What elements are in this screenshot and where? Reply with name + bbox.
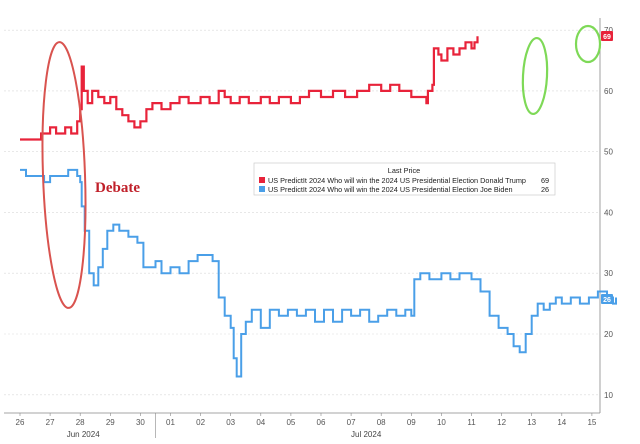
month-labels: Jun 2024 Jul 2024 [67, 430, 382, 439]
badge-biden-value: 26 [603, 297, 611, 304]
x-tick-label-09: 09 [407, 418, 416, 427]
month-label-jun: Jun 2024 [67, 430, 100, 439]
legend-value-trump: 69 [541, 176, 549, 185]
last-value-badges: 69 26 [601, 31, 613, 304]
x-tick-label-01: 01 [166, 418, 175, 427]
grid-lines [4, 29, 600, 396]
x-tick-label-04: 04 [256, 418, 265, 427]
badge-biden [601, 294, 613, 304]
series-biden-line [20, 168, 617, 378]
x-tick-label-26: 26 [16, 418, 25, 427]
y-tick-label-30: 30 [604, 269, 613, 278]
legend: Last Price US PredictIt 2024 Who will wi… [253, 162, 556, 196]
badge-trump-value: 69 [603, 34, 611, 41]
legend-swatch-biden [259, 186, 265, 192]
legend-title: Last Price [388, 166, 420, 175]
x-tick-label-29: 29 [106, 418, 115, 427]
x-tick-label-15: 15 [587, 418, 596, 427]
x-tick-label-03: 03 [226, 418, 235, 427]
highlight-ellipse-end [574, 24, 602, 64]
x-tick-label-30: 30 [136, 418, 145, 427]
x-tick-label-08: 08 [377, 418, 386, 427]
debate-annotation: Debate [41, 41, 140, 309]
x-tick-labels: 26 27 28 29 30 01 02 03 04 05 06 07 08 09 10 11 12 13 14 15 [16, 413, 597, 438]
axes [4, 18, 601, 414]
debate-ellipse [41, 41, 87, 309]
x-tick-label-14: 14 [557, 418, 566, 427]
y-tick-label-10: 10 [604, 391, 613, 400]
y-tick-label-60: 60 [604, 87, 613, 96]
x-tick-label-12: 12 [497, 418, 506, 427]
x-tick-label-02: 02 [196, 418, 205, 427]
series [20, 36, 617, 378]
y-tick-label-70: 70 [604, 26, 613, 35]
legend-entry-trump: US PredictIt 2024 Who will win the 2024 … [268, 176, 526, 185]
legend-box [253, 162, 556, 196]
y-tick-label-50: 50 [604, 148, 613, 157]
x-tick-label-07: 07 [347, 418, 356, 427]
legend-value-biden: 26 [541, 185, 549, 194]
legend-swatch-trump [259, 177, 265, 183]
y-tick-labels: 10 20 30 40 50 60 70 [604, 26, 613, 400]
series-trump-line [20, 36, 479, 141]
month-label-jul: Jul 2024 [351, 430, 382, 439]
badge-trump [601, 31, 613, 41]
x-tick-label-06: 06 [317, 418, 326, 427]
highlight-ellipse-jump [521, 36, 549, 116]
x-tick-label-10: 10 [437, 418, 446, 427]
debate-label: Debate [95, 180, 140, 196]
legend-entry-biden: US PredictIt 2024 Who will win the 2024 … [268, 185, 513, 194]
x-tick-label-28: 28 [76, 418, 85, 427]
y-tick-label-40: 40 [604, 208, 613, 217]
x-tick-label-11: 11 [467, 418, 476, 427]
highlight-annotations [521, 24, 602, 116]
x-tick-label-13: 13 [527, 418, 536, 427]
x-tick-label-05: 05 [286, 418, 295, 427]
y-tick-label-20: 20 [604, 330, 613, 339]
x-tick-label-27: 27 [46, 418, 55, 427]
